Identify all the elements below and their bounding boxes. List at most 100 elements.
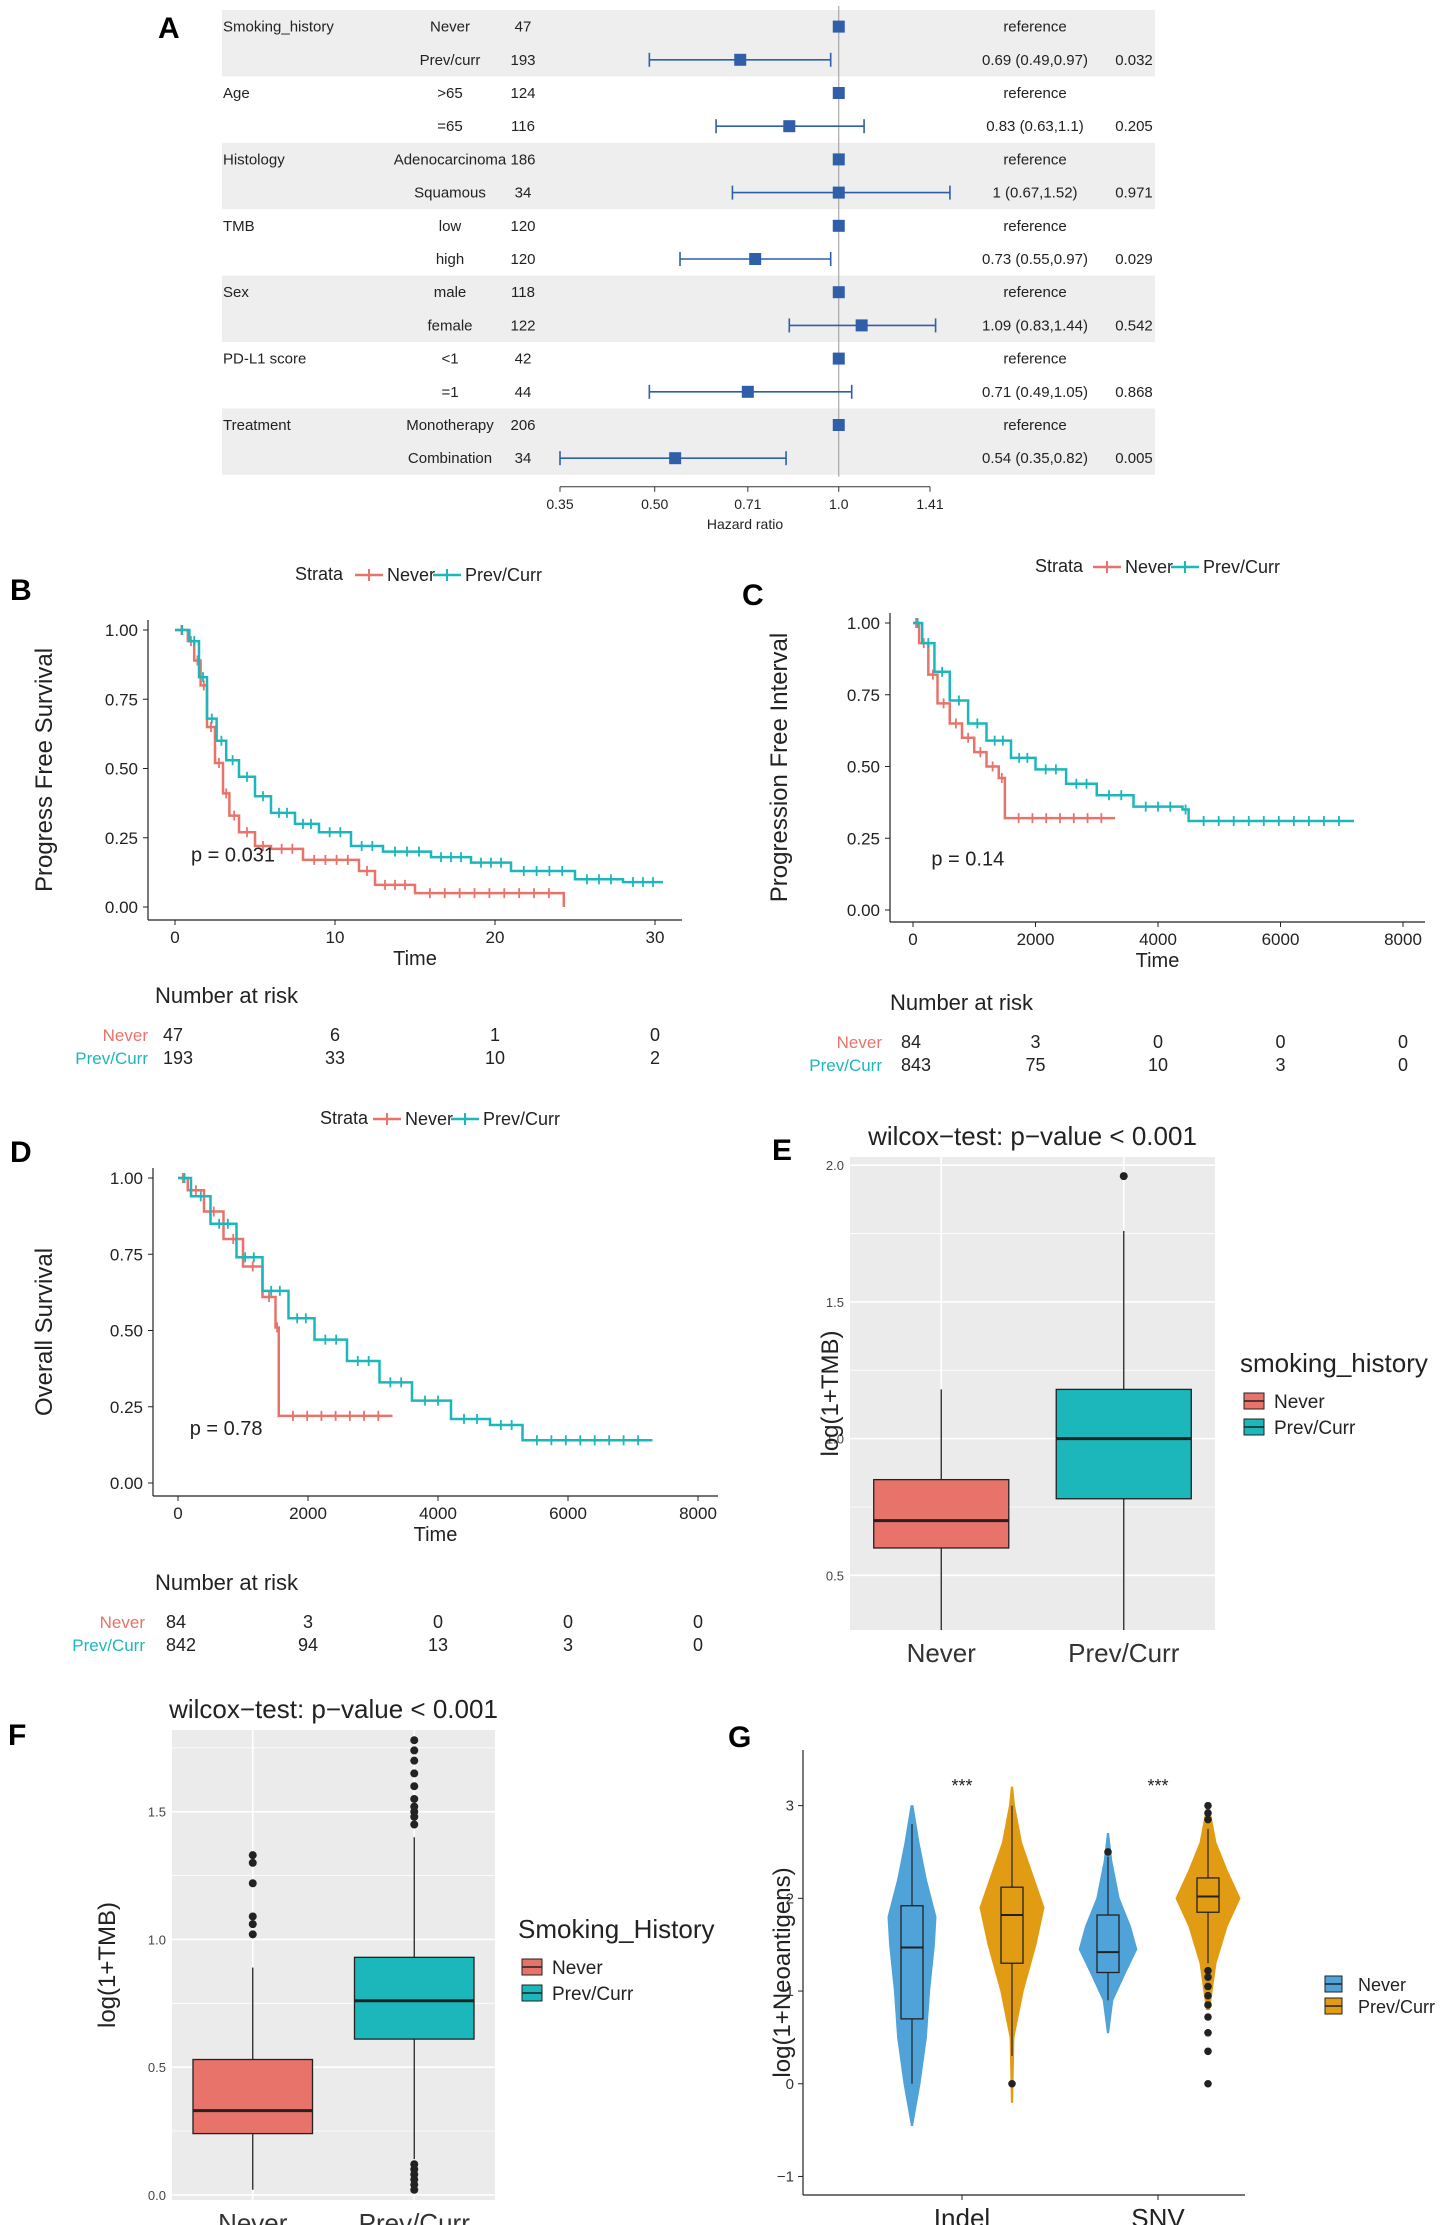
x-tick-label: 30 (646, 928, 665, 947)
risk-value: 0 (1398, 1055, 1408, 1075)
risk-value: 0 (693, 1635, 703, 1655)
y-tick-label: 1.00 (847, 614, 880, 633)
outlier-point (410, 1736, 419, 1745)
km-curve-prev-curr (913, 621, 1354, 823)
forest-level: Adenocarcinoma (394, 151, 507, 168)
forest-hr-label: reference (1003, 351, 1066, 368)
x-tick-label: 0.71 (734, 496, 761, 512)
y-axis-title: Progress Free Survival (31, 648, 58, 892)
panel-label: D (10, 1136, 32, 1169)
chart-title: wilcox−test: p−value < 0.001 (867, 1121, 1197, 1151)
forest-variable: Age (223, 85, 250, 102)
outlier-point (1204, 1991, 1212, 2000)
outlier-point (248, 1858, 257, 1867)
forest-hr-label: 0.73 (0.55,0.97) (982, 251, 1088, 268)
y-tick-label: 1.00 (110, 1169, 143, 1188)
risk-value: 3 (303, 1612, 313, 1632)
outlier-point (248, 1920, 257, 1929)
outlier-point (1204, 1966, 1212, 1975)
risk-value: 3 (1030, 1032, 1040, 1052)
risk-value: 3 (1275, 1055, 1285, 1075)
forest-variable: TMB (223, 218, 255, 235)
legend-title: Strata (1035, 556, 1084, 576)
risk-value: 6 (330, 1025, 340, 1045)
forest-level: Squamous (414, 185, 486, 202)
risk-value: 2 (650, 1048, 660, 1068)
row-band (222, 176, 1155, 210)
row-band (222, 408, 1155, 442)
legend-label: Never (387, 565, 435, 585)
forest-n: 206 (510, 417, 535, 434)
risk-table-title: Number at risk (155, 983, 299, 1008)
violin-never (1078, 1832, 1138, 2034)
forest-hr-label: reference (1003, 85, 1066, 102)
x-tick-label: 20 (486, 928, 505, 947)
forest-n: 124 (510, 85, 535, 102)
risk-value: 10 (485, 1048, 505, 1068)
y-tick-label: 0.5 (148, 2060, 166, 2075)
y-tick-label: −1 (777, 2168, 794, 2185)
hr-point (832, 219, 845, 232)
violin-never (887, 1805, 937, 2126)
y-tick-label: 0.25 (105, 829, 138, 848)
y-tick-label: 0.25 (847, 829, 880, 848)
outlier-point (1119, 1172, 1128, 1181)
risk-row-label: Prev/Curr (75, 1049, 148, 1068)
outlier-point (1008, 2079, 1016, 2088)
legend-label: Prev/Curr (1358, 1997, 1435, 2017)
x-tick-label: Never (218, 2208, 288, 2225)
forest-variable: PD-L1 score (223, 351, 306, 368)
y-tick-label: 0.50 (105, 760, 138, 779)
risk-row-label: Never (103, 1026, 149, 1045)
forest-pvalue: 0.868 (1115, 384, 1153, 401)
risk-row-label: Prev/Curr (72, 1636, 145, 1655)
legend-label: Never (1125, 557, 1173, 577)
forest-hr-label: 1 (0.67,1.52) (992, 185, 1077, 202)
legend-title: Strata (295, 564, 344, 584)
risk-value: 47 (163, 1025, 183, 1045)
p-value: p = 0.14 (931, 848, 1004, 870)
forest-n: 120 (510, 218, 535, 235)
hr-point (832, 286, 845, 299)
risk-row-label: Prev/Curr (809, 1056, 882, 1075)
forest-n: 118 (511, 284, 535, 301)
x-tick-label: Indel (934, 2203, 990, 2225)
x-tick-label: 0 (173, 1504, 182, 1523)
legend-label: Prev/Curr (1274, 1418, 1356, 1439)
y-tick-label: 0.50 (110, 1322, 143, 1341)
significance-label: *** (1147, 1776, 1168, 1796)
y-tick-label: 1.5 (148, 1805, 166, 1820)
forest-hr-label: 1.09 (0.83,1.44) (982, 317, 1088, 334)
km-curve-never (175, 628, 566, 907)
y-tick-label: 0 (786, 2076, 794, 2093)
row-band (222, 142, 1155, 176)
x-tick-label: 6000 (549, 1504, 587, 1523)
box (900, 1905, 924, 2020)
hr-point (749, 253, 762, 265)
risk-row-label: Never (100, 1613, 146, 1632)
legend-label: Prev/Curr (483, 1109, 560, 1129)
risk-value: 94 (298, 1635, 318, 1655)
y-tick-label: 3 (786, 1798, 794, 1815)
x-axis-title: Hazard ratio (707, 516, 783, 532)
risk-value: 0 (1153, 1032, 1163, 1052)
y-axis-title: log(1+TMB) (94, 1902, 121, 2028)
risk-value: 0 (693, 1612, 703, 1632)
outlier-point (1204, 1973, 1212, 1981)
risk-value: 84 (901, 1032, 921, 1052)
risk-value: 843 (901, 1055, 931, 1075)
y-tick-label: 1.00 (105, 621, 138, 640)
legend-label: Prev/Curr (552, 1984, 634, 2005)
forest-level: high (436, 251, 464, 268)
y-tick-label: 1.5 (826, 1295, 844, 1310)
forest-level: =1 (441, 384, 458, 401)
y-tick-label: 1.0 (826, 1432, 844, 1447)
row-band (222, 10, 1155, 44)
risk-value: 0 (433, 1612, 443, 1632)
y-tick-label: 0.75 (847, 686, 880, 705)
forest-hr-label: reference (1003, 151, 1066, 168)
forest-hr-label: reference (1003, 417, 1066, 434)
outlier-point (1204, 1809, 1212, 1817)
hr-point (832, 87, 845, 99)
y-tick-label: 0.0 (148, 2188, 166, 2203)
